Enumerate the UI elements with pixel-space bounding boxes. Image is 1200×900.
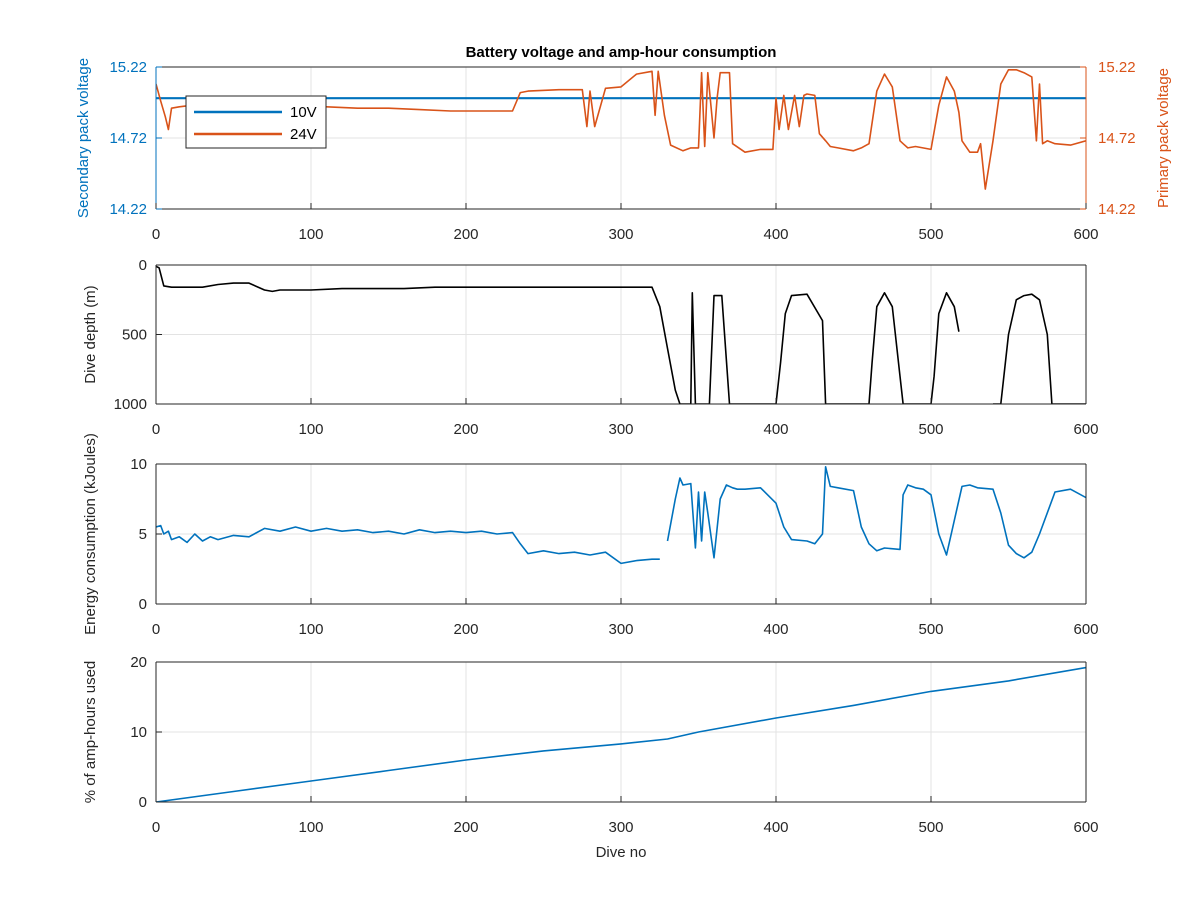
x-tick-label: 100 — [298, 621, 323, 638]
series-line-1 — [156, 524, 660, 565]
y-axis-label: % of amp-hours used — [82, 661, 99, 804]
series-line-1 — [156, 666, 1086, 802]
x-tick-label: 300 — [608, 621, 633, 638]
x-tick-label: 200 — [453, 421, 478, 438]
legend-box — [185, 95, 327, 149]
y-tick-label: 20 — [130, 654, 147, 671]
y-tick-label: 10 — [130, 456, 147, 473]
x-tick-label: 500 — [918, 421, 943, 438]
x-tick-label: 600 — [1073, 421, 1098, 438]
y-axis-label-left: Secondary pack voltage — [75, 58, 92, 218]
x-tick-label: 500 — [918, 819, 943, 836]
y-tick-label: 14.22 — [109, 201, 147, 218]
y-tick-label: 15.22 — [109, 59, 147, 76]
x-tick-label: 500 — [918, 621, 943, 638]
x-tick-label: 0 — [152, 421, 160, 438]
x-tick-label: 300 — [608, 421, 633, 438]
x-tick-label: 0 — [152, 819, 160, 836]
series-line-2 — [666, 465, 1086, 559]
legend-label-10v: 10V — [290, 104, 317, 121]
x-tick-label: 600 — [1073, 621, 1098, 638]
y-axis-label: Energy consumption (kJoules) — [82, 433, 99, 635]
y-tick-label: 14.72 — [109, 130, 147, 147]
x-tick-label: 100 — [298, 421, 323, 438]
y-right-tick-label: 15.22 — [1098, 59, 1136, 76]
x-tick-label: 300 — [608, 819, 633, 836]
y-right-tick-label: 14.72 — [1098, 130, 1136, 147]
x-tick-label: 500 — [918, 226, 943, 243]
x-tick-label: 100 — [298, 226, 323, 243]
subplot-3: 0 100 200 300 400 500 600 0 5 10 Energy consumptio… — [82, 433, 1099, 638]
x-tick-label: 400 — [763, 819, 788, 836]
series-line-2 — [993, 293, 1086, 404]
y-tick-label: 0 — [139, 794, 147, 811]
series-line-24v — [156, 69, 1086, 190]
legend-label-24v: 24V — [290, 126, 317, 143]
x-tick-label: 0 — [152, 621, 160, 638]
series-group — [156, 465, 1086, 565]
x-tick-label: 400 — [763, 621, 788, 638]
x-tick-label: 400 — [763, 421, 788, 438]
subplot-4: 0 100 200 300 400 500 600 0 10 20 % of amp-hours u… — [82, 654, 1099, 861]
y-axis-label: Dive depth (m) — [82, 285, 99, 383]
x-tick-label: 100 — [298, 819, 323, 836]
subplot-2: 0 100 200 300 400 500 600 0 500 1000 Dive depth (m… — [82, 257, 1099, 438]
x-tick-label: 0 — [152, 226, 160, 243]
y-tick-label: 0 — [139, 596, 147, 613]
x-axis-label: Dive no — [596, 844, 647, 861]
x-tick-label: 200 — [453, 226, 478, 243]
y-tick-label: 0 — [139, 257, 147, 274]
x-tick-label: 600 — [1073, 819, 1098, 836]
series-line-1 — [156, 265, 960, 404]
y-tick-label: 10 — [130, 724, 147, 741]
y-axis-label-right: Primary pack voltage — [1155, 68, 1172, 208]
x-tick-label: 200 — [453, 819, 478, 836]
series-group — [156, 265, 1086, 404]
y-tick-label: 500 — [122, 327, 147, 344]
y-tick-label: 5 — [139, 526, 147, 543]
y-tick-label: 1000 — [114, 396, 147, 413]
x-tick-label: 600 — [1073, 226, 1098, 243]
x-tick-label: 300 — [608, 226, 633, 243]
y-right-tick-label: 14.22 — [1098, 201, 1136, 218]
x-tick-label: 200 — [453, 621, 478, 638]
series-group — [156, 666, 1086, 802]
chart-title: Battery voltage and amp-hour consumption — [466, 44, 777, 61]
x-tick-label: 400 — [763, 226, 788, 243]
